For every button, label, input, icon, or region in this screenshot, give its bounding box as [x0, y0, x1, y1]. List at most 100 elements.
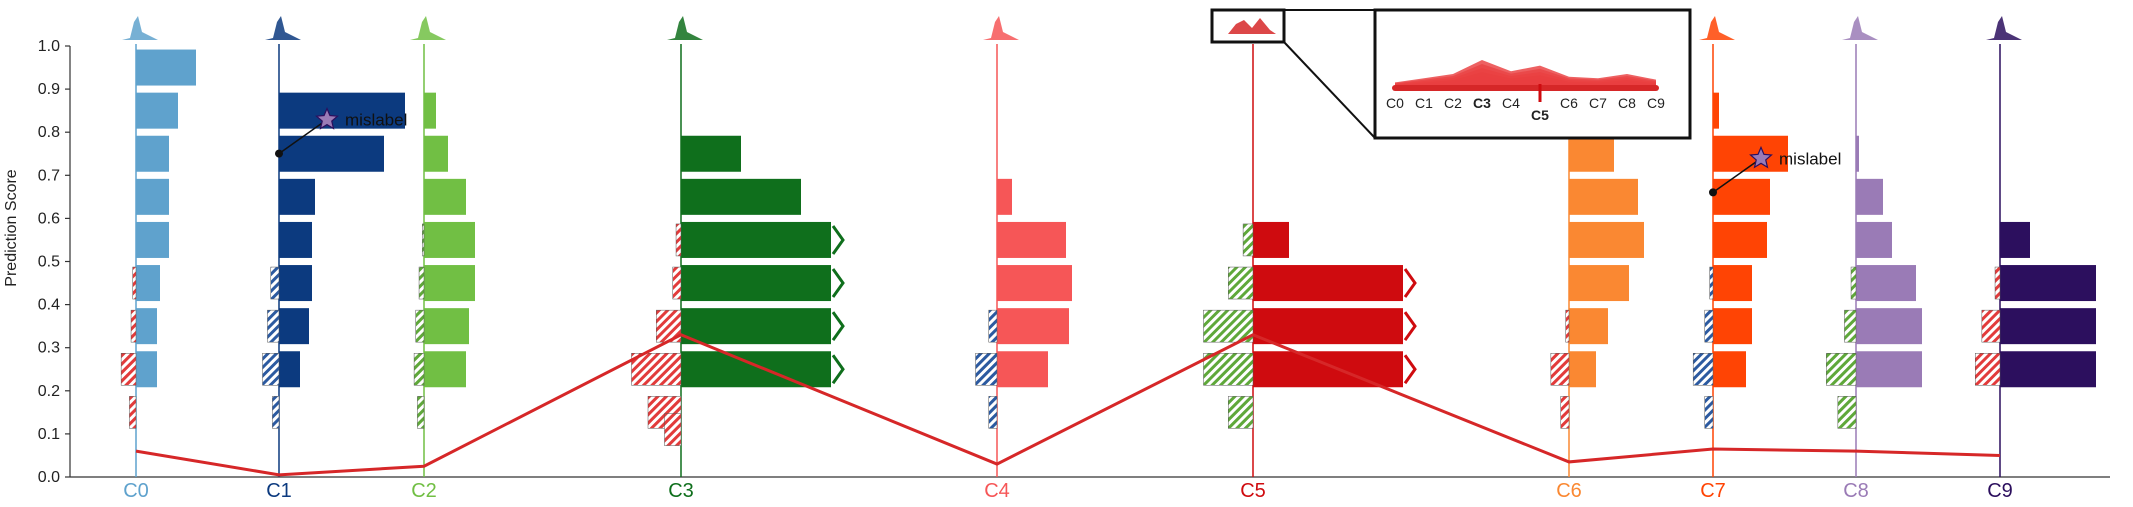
bar-left[interactable] [1203, 353, 1254, 386]
bar-right[interactable] [1569, 265, 1629, 302]
bar-right[interactable] [1856, 308, 1922, 345]
bar-right[interactable] [681, 265, 831, 302]
bar-right[interactable] [136, 92, 178, 129]
bar-right[interactable] [1856, 265, 1916, 302]
sample-polyline[interactable] [135, 333, 2001, 477]
bar-left[interactable] [1844, 309, 1857, 343]
bar-right[interactable] [1713, 351, 1746, 388]
bar-right[interactable] [1713, 221, 1767, 258]
bar-left[interactable] [413, 353, 425, 386]
bar-right[interactable] [681, 221, 831, 258]
bar-right[interactable] [2000, 308, 2096, 345]
bar-left[interactable] [1203, 309, 1254, 343]
bar-left[interactable] [1242, 223, 1254, 257]
bar-right[interactable] [424, 308, 469, 345]
bar-right[interactable] [279, 221, 312, 258]
bar-left[interactable] [1704, 396, 1714, 429]
bar-left[interactable] [1826, 353, 1857, 386]
bar-right[interactable] [681, 351, 831, 388]
bar-right[interactable] [424, 221, 475, 258]
bar-right[interactable] [136, 135, 169, 172]
bar-right[interactable] [1856, 178, 1883, 215]
bar-right[interactable] [2000, 265, 2096, 302]
bar-left[interactable] [129, 396, 137, 429]
bar-left[interactable] [1550, 353, 1570, 386]
bar-right[interactable] [279, 351, 300, 388]
bar-right[interactable] [1856, 135, 1859, 172]
bar-right[interactable] [997, 221, 1066, 258]
bar-right[interactable] [997, 351, 1048, 388]
bar-right[interactable] [997, 178, 1012, 215]
bar-left[interactable] [975, 353, 998, 386]
bar-right[interactable] [1253, 308, 1403, 345]
bar-right[interactable] [1569, 308, 1608, 345]
bar-left[interactable] [1850, 266, 1857, 300]
bar-right[interactable] [1856, 221, 1892, 258]
bar-right[interactable] [997, 265, 1072, 302]
bar-left[interactable] [1837, 396, 1857, 429]
bar-right[interactable] [136, 178, 169, 215]
bar-left[interactable] [415, 309, 425, 343]
bar-left[interactable] [1692, 353, 1714, 386]
inset-label-c6: C6 [1560, 95, 1578, 111]
bar-right[interactable] [1856, 351, 1922, 388]
bar-right[interactable] [136, 308, 157, 345]
bar-left[interactable] [664, 413, 682, 446]
bar-right[interactable] [136, 351, 157, 388]
bar-right[interactable] [2000, 351, 2096, 388]
bar-right[interactable] [279, 92, 405, 129]
bar-left[interactable] [1565, 309, 1570, 343]
bar-right[interactable] [279, 308, 309, 345]
bar-left[interactable] [1704, 309, 1714, 343]
bar-left[interactable] [422, 223, 425, 257]
bar-left[interactable] [1994, 266, 2001, 300]
bar-right[interactable] [681, 178, 801, 215]
bar-left[interactable] [262, 353, 280, 386]
bar-right[interactable] [424, 178, 466, 215]
bar-left[interactable] [272, 396, 280, 429]
bar-left[interactable] [1975, 353, 2001, 386]
bar-left[interactable] [988, 309, 998, 343]
bar-left[interactable] [120, 353, 137, 386]
bar-left[interactable] [631, 353, 682, 386]
bar-left[interactable] [672, 266, 682, 300]
bar-left[interactable] [130, 309, 137, 343]
bar-left[interactable] [267, 309, 280, 343]
bar-right[interactable] [1713, 178, 1770, 215]
bar-right[interactable] [1569, 351, 1596, 388]
bar-right[interactable] [681, 135, 741, 172]
bar-right[interactable] [424, 135, 448, 172]
bar-right[interactable] [1253, 221, 1289, 258]
bar-right[interactable] [1569, 135, 1614, 172]
bar-right[interactable] [424, 351, 466, 388]
bar-right[interactable] [1253, 351, 1403, 388]
bar-left[interactable] [1981, 309, 2001, 343]
bar-right[interactable] [1713, 265, 1752, 302]
bar-right[interactable] [2000, 221, 2030, 258]
bar-right[interactable] [997, 308, 1069, 345]
bar-right[interactable] [279, 135, 384, 172]
bar-left[interactable] [132, 266, 137, 300]
bar-left[interactable] [1560, 396, 1570, 429]
bar-right[interactable] [1569, 221, 1644, 258]
bar-right[interactable] [279, 265, 312, 302]
bar-left[interactable] [418, 266, 425, 300]
bar-left[interactable] [1228, 266, 1254, 300]
bar-right[interactable] [1713, 308, 1752, 345]
bar-left[interactable] [675, 223, 682, 257]
bar-right[interactable] [136, 265, 160, 302]
bar-left[interactable] [417, 396, 425, 429]
bar-right[interactable] [1253, 265, 1403, 302]
bar-right[interactable] [136, 49, 196, 86]
bar-right[interactable] [1569, 178, 1638, 215]
bar-right[interactable] [681, 308, 831, 345]
bar-right[interactable] [424, 265, 475, 302]
bar-left[interactable] [1228, 396, 1254, 429]
bar-right[interactable] [136, 221, 169, 258]
bar-left[interactable] [270, 266, 280, 300]
bar-left[interactable] [1709, 266, 1714, 300]
bar-right[interactable] [279, 178, 315, 215]
bar-right[interactable] [1713, 92, 1719, 129]
bar-right[interactable] [424, 92, 436, 129]
bar-left[interactable] [988, 396, 998, 429]
